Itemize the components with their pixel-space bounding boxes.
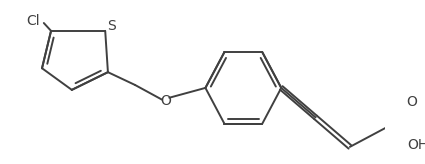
Text: Cl: Cl: [26, 14, 40, 28]
Text: OH: OH: [407, 138, 425, 152]
Text: S: S: [107, 19, 116, 33]
Text: O: O: [160, 94, 171, 108]
Text: O: O: [406, 95, 416, 109]
